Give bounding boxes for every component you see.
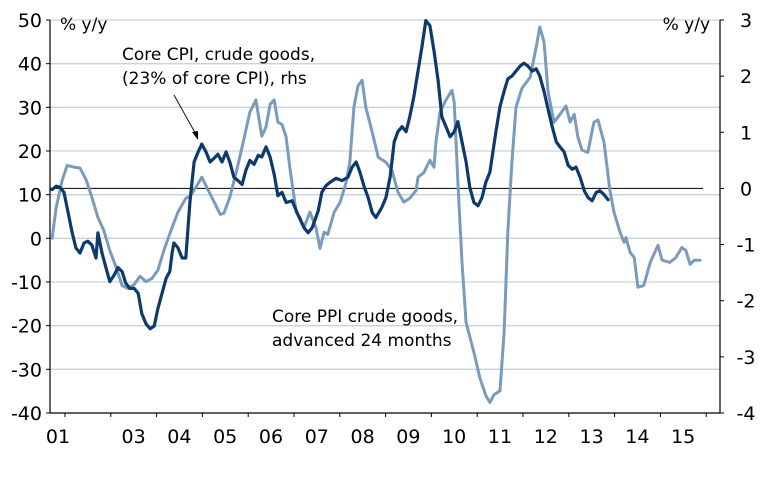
series-layer	[50, 19, 702, 404]
left-axis-ticks: -40 -30 -20 -10 0 10 20 30 40 50	[11, 10, 50, 425]
series-line-core-cpi	[50, 19, 610, 331]
x-tick-label: 01	[46, 426, 70, 448]
right-tick-label: -4	[737, 403, 756, 425]
x-tick-label: 12	[534, 426, 558, 448]
right-axis-ticks: -4 -3 -2 -1 0 1 2 3	[720, 10, 755, 425]
right-tick-label: 2	[740, 66, 752, 88]
annotation-arrow-head-icon	[192, 131, 198, 140]
right-tick-label: -3	[737, 347, 756, 369]
right-tick-label: 3	[740, 10, 752, 32]
right-axis-unit-label: % y/y	[663, 15, 710, 35]
left-tick-label: 20	[18, 141, 42, 163]
annotation-core-ppi: Core PPI crude goods, advanced 24 months	[272, 307, 458, 351]
axes	[49, 20, 721, 414]
right-tick-label: 1	[740, 122, 752, 144]
left-tick-label: 0	[30, 228, 42, 250]
x-tick-label: 08	[351, 426, 375, 448]
x-tick-label: 09	[396, 426, 420, 448]
x-tick-label: 14	[625, 426, 649, 448]
x-tick-label: 05	[213, 426, 237, 448]
x-tick-label: 06	[259, 426, 283, 448]
annotation-core-cpi-line1: Core CPI, crude goods,	[122, 45, 315, 65]
right-tick-label: -1	[737, 235, 756, 257]
left-tick-label: -40	[11, 403, 42, 425]
annotation-core-ppi-line2: advanced 24 months	[272, 331, 452, 351]
right-tick-label: -2	[737, 291, 756, 313]
annotation-core-ppi-line1: Core PPI crude goods,	[272, 307, 458, 327]
x-tick-label: 10	[442, 426, 466, 448]
annotation-core-cpi-line2: (23% of core CPI), rhs	[122, 69, 307, 89]
x-axis-ticks: 01 03 04 05 06 07 08 09 10 11 12 13 14 15	[46, 413, 707, 448]
x-tick-label: 13	[580, 426, 604, 448]
left-tick-label: 40	[18, 54, 42, 76]
annotation-core-cpi: Core CPI, crude goods, (23% of core CPI)…	[122, 45, 315, 140]
x-tick-label: 11	[488, 426, 512, 448]
left-tick-label: -20	[11, 316, 42, 338]
left-tick-label: 50	[18, 10, 42, 32]
left-tick-label: 30	[18, 97, 42, 119]
x-tick-label: 03	[122, 426, 146, 448]
x-tick-label: 04	[167, 426, 191, 448]
left-tick-label: -10	[11, 272, 42, 294]
x-tick-label: 15	[671, 426, 695, 448]
left-tick-label: -30	[11, 359, 42, 381]
right-tick-label: 0	[740, 178, 752, 200]
left-tick-label: 10	[18, 185, 42, 207]
left-axis-unit-label: % y/y	[60, 15, 107, 35]
annotation-arrow-line	[173, 94, 199, 139]
x-tick-label: 07	[305, 426, 329, 448]
